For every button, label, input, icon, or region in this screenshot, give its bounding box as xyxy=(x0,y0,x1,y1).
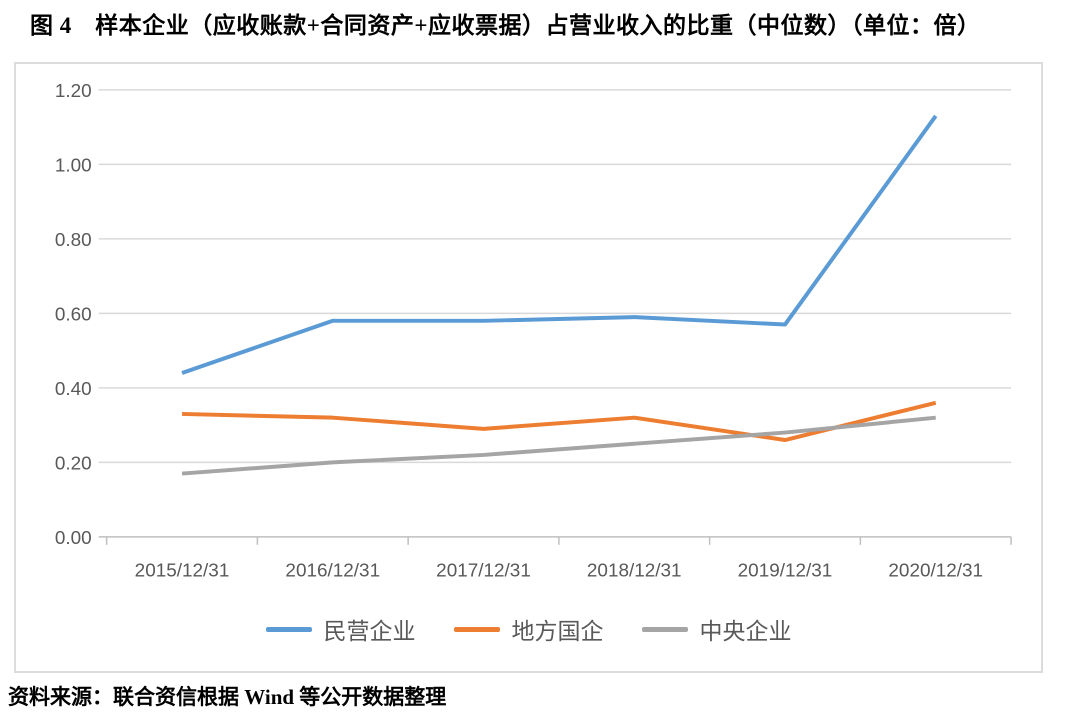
legend-line-swatch xyxy=(265,626,312,632)
x-tick-label: 2020/12/31 xyxy=(888,561,983,582)
x-tick-label: 2015/12/31 xyxy=(135,561,230,582)
y-tick-label: 0.20 xyxy=(55,453,92,474)
y-tick-label: 0.80 xyxy=(55,230,92,251)
x-tick-label: 2016/12/31 xyxy=(285,561,380,582)
legend-label: 民营企业 xyxy=(323,618,416,644)
legend-label: 中央企业 xyxy=(699,618,792,644)
legend-line-swatch xyxy=(641,626,688,632)
x-tick-label: 2018/12/31 xyxy=(587,561,682,582)
x-tick-label: 2017/12/31 xyxy=(436,561,531,582)
series-line-2 xyxy=(181,415,936,476)
y-tick-label: 1.00 xyxy=(55,155,92,176)
y-tick-label: 0.40 xyxy=(55,379,92,400)
legend-item-1: 地方国企 xyxy=(453,612,604,646)
y-tick-label: 1.20 xyxy=(55,81,92,102)
chart-legend: 民营企业 地方国企 中央企业 xyxy=(16,612,1041,646)
x-tick-label: 2019/12/31 xyxy=(738,561,833,582)
chart-container: 0.00 0.20 0.40 0.60 0.80 1.00 1.20 2015/12/31 20… xyxy=(14,62,1043,673)
legend-label: 地方国企 xyxy=(511,618,604,644)
legend-line-swatch xyxy=(453,626,500,632)
figure-title: 图 4 样本企业（应收账款+合同资产+应收票据）占营业收入的比重（中位数）（单位… xyxy=(30,13,981,38)
series-line-0 xyxy=(181,114,938,375)
series-line-1 xyxy=(181,400,937,443)
legend-item-2: 中央企业 xyxy=(641,612,792,646)
y-tick-label: 0.60 xyxy=(55,304,92,325)
source-note: 资料来源：联合资信根据 Wind 等公开数据整理 xyxy=(8,685,447,709)
y-tick-label: 0.00 xyxy=(55,528,92,549)
legend-item-0: 民营企业 xyxy=(265,612,416,646)
line-chart-svg: 0.00 0.20 0.40 0.60 0.80 1.00 1.20 2015/12/31 20… xyxy=(55,81,1012,582)
